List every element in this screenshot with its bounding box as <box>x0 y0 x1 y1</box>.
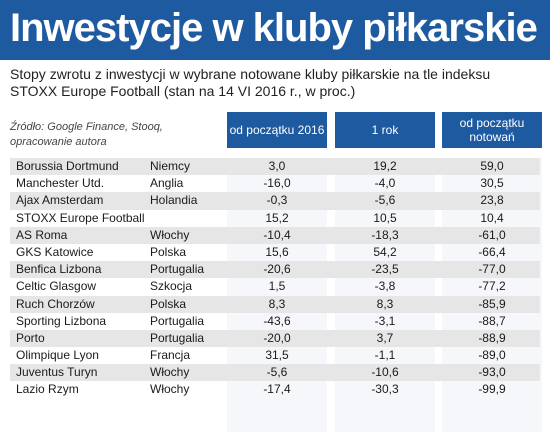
table-row: Ruch Chorzów Polska 8,3 8,3 -85,9 <box>10 295 540 313</box>
return-value: 30,5 <box>480 176 504 191</box>
return-value: 54,2 <box>373 244 397 259</box>
return-value: 8,3 <box>376 296 394 311</box>
return-value: 10,4 <box>480 210 504 225</box>
table-row: Borussia Dortmund Niemcy 3,0 19,2 59,0 <box>10 158 540 176</box>
return-value: 23,8 <box>480 193 504 208</box>
return-value: -30,3 <box>371 382 399 397</box>
return-value: 3,0 <box>268 159 286 173</box>
return-value: 3,7 <box>376 330 394 345</box>
country-name: Niemcy <box>150 159 191 173</box>
return-value: -88,9 <box>478 330 506 345</box>
table-row: AS Roma Włochy -10,4 -18,3 -61,0 <box>10 226 540 244</box>
table-row: Ajax Amsterdam Holandia -0,3 -5,6 23,8 <box>10 192 540 210</box>
club-name: Ruch Chorzów <box>16 296 95 311</box>
page-title: Inwestycje w kluby piłkarskie <box>10 6 538 50</box>
return-value: 8,3 <box>268 296 286 311</box>
club-name: STOXX Europe Football <box>16 210 145 225</box>
title-banner: Inwestycje w kluby piłkarskie <box>0 0 550 60</box>
country-name: Portugalia <box>150 330 205 345</box>
club-name: Ajax Amsterdam <box>16 193 104 208</box>
return-value: -16,0 <box>263 176 291 191</box>
country-name: Portugalia <box>150 313 205 328</box>
return-value: -99,9 <box>478 382 506 397</box>
subtitle: Stopy zwrotu z inwestycji w wybrane noto… <box>10 66 491 99</box>
club-name: AS Roma <box>16 227 68 242</box>
return-value: -66,4 <box>478 244 506 259</box>
return-value: -18,3 <box>371 227 399 242</box>
country-name: Polska <box>150 296 187 311</box>
club-name: Benfica Lizbona <box>16 262 102 277</box>
return-value: 19,2 <box>373 159 397 173</box>
country-name: Portugalia <box>150 262 205 277</box>
country-name: Polska <box>150 244 187 259</box>
club-name: Lazio Rzym <box>16 382 79 397</box>
return-value: 59,0 <box>480 159 504 173</box>
country-name: Holandia <box>150 193 198 208</box>
table-row: Sporting Lizbona Portugalia -43,6 -3,1 -88,7 <box>10 313 540 330</box>
return-value: 15,6 <box>265 244 289 259</box>
return-value: -93,0 <box>478 365 506 380</box>
return-value: 10,5 <box>373 210 397 225</box>
return-value: -85,9 <box>478 296 506 311</box>
column-header-ytd: od początku 2016 <box>227 112 327 148</box>
return-value: -5,6 <box>374 193 396 208</box>
return-value: 31,5 <box>265 348 289 363</box>
returns-table: Borussia Dortmund Niemcy 3,0 19,2 59,0 Manche… <box>10 158 540 399</box>
club-name: GKS Katowice <box>16 244 94 259</box>
club-name: Juventus Turyn <box>16 365 98 380</box>
return-value: -0,3 <box>266 193 288 208</box>
return-value: -77,0 <box>478 262 506 277</box>
club-name: Porto <box>16 330 45 345</box>
table-row: Porto Portugalia -20,0 3,7 -88,9 <box>10 329 540 348</box>
return-value: -5,6 <box>266 365 288 380</box>
table-row: GKS Katowice Polska 15,6 54,2 -66,4 <box>10 244 540 261</box>
return-value: -43,6 <box>263 313 291 328</box>
return-value: -10,4 <box>263 227 291 242</box>
country-name: Włochy <box>150 382 190 397</box>
club-name: Celtic Glasgow <box>16 279 97 294</box>
return-value: -10,6 <box>371 365 399 380</box>
club-name: Olimpique Lyon <box>16 348 99 363</box>
table-row: Olimpique Lyon Francja 31,5 -1,1 -89,0 <box>10 347 540 364</box>
return-value: -3,8 <box>374 279 396 294</box>
club-name: Manchester Utd. <box>16 176 105 191</box>
return-value: -88,7 <box>478 313 506 328</box>
club-name: Sporting Lizbona <box>16 313 107 328</box>
return-value: -61,0 <box>478 227 506 242</box>
return-value: -3,1 <box>374 313 396 328</box>
return-value: -77,2 <box>478 279 506 294</box>
return-value: -20,0 <box>263 330 291 345</box>
column-header-since-listing: od początku notowań <box>442 112 542 148</box>
table-row: Celtic Glasgow Szkocja 1,5 -3,8 -77,2 <box>10 278 540 295</box>
country-name: Włochy <box>150 227 190 242</box>
table-row: STOXX Europe Football 15,2 10,5 10,4 <box>10 210 540 227</box>
return-value: -23,5 <box>371 262 399 277</box>
country-name: Włochy <box>150 365 190 380</box>
source-note: Źródło: Google Finance, Stooq, opracowan… <box>10 121 163 148</box>
club-name: Borussia Dortmund <box>16 159 119 173</box>
return-value: -20,6 <box>263 262 291 277</box>
table-row: Juventus Turyn Włochy -5,6 -10,6 -93,0 <box>10 364 540 382</box>
return-value: -89,0 <box>478 348 506 363</box>
column-header-1y: 1 rok <box>335 112 435 148</box>
return-value: -1,1 <box>374 348 396 363</box>
country-name: Szkocja <box>150 279 193 294</box>
return-value: -4,0 <box>374 176 396 191</box>
return-value: 15,2 <box>265 210 289 225</box>
table-row: Lazio Rzym Włochy -17,4 -30,3 -99,9 <box>10 381 540 398</box>
table-row: Manchester Utd. Anglia -16,0 -4,0 30,5 <box>10 175 540 192</box>
return-value: 1,5 <box>268 279 286 294</box>
return-value: -17,4 <box>263 382 291 397</box>
table-row: Benfica Lizbona Portugalia -20,6 -23,5 -77,0 <box>10 261 540 279</box>
country-name: Anglia <box>150 176 184 191</box>
country-name: Francja <box>150 348 191 363</box>
